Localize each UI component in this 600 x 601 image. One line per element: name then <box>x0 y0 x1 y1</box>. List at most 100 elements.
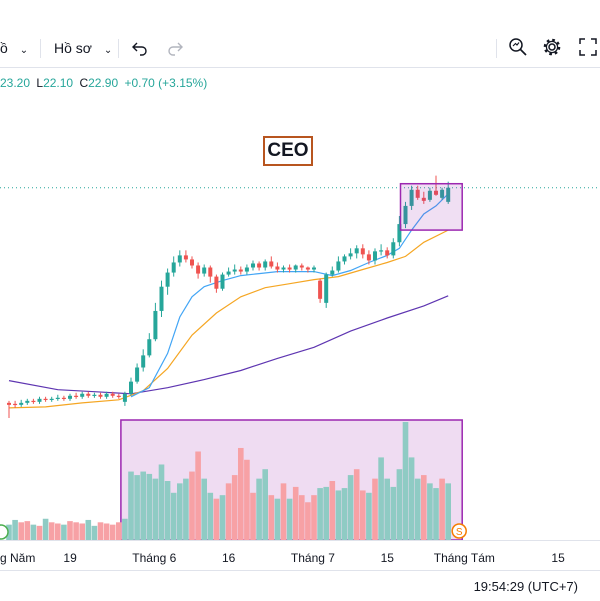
indicators-menu[interactable]: ồ ⌄ <box>0 30 28 67</box>
x-tick-label: 15 <box>380 551 394 565</box>
settings-button[interactable] <box>542 30 562 67</box>
volume-bar <box>91 525 98 540</box>
volume-bar <box>427 483 433 540</box>
volume-bar <box>48 522 55 540</box>
candle-body <box>366 254 371 261</box>
zoom-search-icon <box>509 38 527 56</box>
volume-bar <box>317 488 323 540</box>
candle-body <box>305 267 310 270</box>
volume-bar <box>122 518 128 540</box>
toolbar-divider <box>40 39 41 58</box>
volume-bar <box>280 483 287 540</box>
candle-body <box>379 250 384 252</box>
candle-body <box>141 355 146 368</box>
candle-body <box>427 190 432 200</box>
candle-body <box>263 261 268 268</box>
volume-bar <box>128 471 134 540</box>
volume-bar <box>378 457 384 540</box>
volume-bar <box>12 519 18 540</box>
volume-bar <box>305 502 311 540</box>
volume-bar <box>158 464 165 540</box>
volume-bar <box>231 475 238 540</box>
candle-body <box>98 394 103 397</box>
chevron-down-icon: ⌄ <box>103 45 113 56</box>
candle-body <box>440 189 445 198</box>
volume-bar <box>360 490 366 540</box>
volume-bar <box>97 522 104 540</box>
volume-bar <box>402 422 409 540</box>
toolbar-divider <box>496 39 497 58</box>
volume-bar <box>372 478 378 540</box>
volume-bar <box>109 524 116 540</box>
candle-body <box>348 253 353 257</box>
volume-bar <box>384 478 390 540</box>
quick-search-button[interactable] <box>508 30 528 67</box>
fullscreen-button[interactable] <box>578 30 598 67</box>
undo-button[interactable] <box>131 30 149 67</box>
time-axis[interactable]: g Năm 19 Tháng 6 16 Tháng 7 15 Tháng Tám 15 <box>0 540 600 571</box>
volume-bar <box>299 495 305 540</box>
candle-body <box>220 274 225 289</box>
volume-bar <box>18 522 24 540</box>
x-tick-label: g Năm <box>0 551 36 565</box>
candle-body <box>116 395 121 397</box>
profile-menu[interactable]: Hồ sơ ⌄ <box>54 30 112 67</box>
candle-body <box>110 393 115 396</box>
indicators-label: ồ <box>0 40 8 56</box>
candle-body <box>354 248 359 254</box>
volume-bar <box>238 447 244 540</box>
toolbar-divider <box>118 39 119 58</box>
volume-bar <box>85 519 92 540</box>
volume-bar <box>183 478 189 540</box>
x-tick-label: 15 <box>551 551 565 565</box>
fullscreen-icon <box>579 38 597 56</box>
split-marker <box>451 523 467 539</box>
volume-bar <box>396 469 403 540</box>
volume-bar <box>445 483 451 540</box>
volume-bar <box>79 523 85 540</box>
volume-bar <box>421 475 427 540</box>
candle-body <box>232 269 237 272</box>
volume-bar <box>103 523 110 540</box>
volume-bar <box>335 490 342 540</box>
volume-bar <box>201 478 207 540</box>
ohlc-legend: 23.20 L22.10 C22.90 +0.70 (+3.15%) <box>0 76 210 90</box>
candle-body <box>434 190 438 195</box>
candle-body <box>183 255 188 260</box>
price-chart[interactable]: S <box>0 0 600 540</box>
candle-body <box>415 189 420 198</box>
candle-body <box>25 400 30 403</box>
volume-bar <box>213 498 220 540</box>
volume-bar <box>24 521 31 540</box>
volume-bar <box>262 469 268 540</box>
candle-body <box>312 267 316 270</box>
volume-bar <box>311 495 317 540</box>
profile-label: Hồ sơ <box>54 40 92 56</box>
volume-bar <box>6 524 12 540</box>
x-tick-label: Tháng 7 <box>290 551 335 565</box>
candle-body <box>104 393 109 397</box>
volume-bar <box>347 475 354 540</box>
volume-bar <box>353 469 360 540</box>
candle-body <box>403 205 408 225</box>
candle-body <box>31 400 36 403</box>
candle-body <box>7 402 11 405</box>
status-bar: 19:54:29 (UTC+7) <box>0 570 600 601</box>
volume-bar <box>195 451 201 540</box>
volume-bar <box>189 471 195 540</box>
volume-bar <box>329 481 336 540</box>
volume-bar <box>250 492 256 540</box>
candle-body <box>421 197 426 201</box>
candle-body <box>287 267 292 270</box>
volume-bar <box>164 481 171 540</box>
candle-body <box>391 242 396 256</box>
candle-body <box>92 394 97 396</box>
volume-bar <box>390 486 397 540</box>
volume-bar <box>140 471 146 540</box>
candle-body <box>159 286 164 311</box>
redo-button[interactable] <box>166 30 184 67</box>
volume-bar <box>225 483 232 540</box>
candle-body <box>330 270 335 275</box>
candle-body <box>74 395 79 397</box>
candle-body <box>238 269 243 272</box>
